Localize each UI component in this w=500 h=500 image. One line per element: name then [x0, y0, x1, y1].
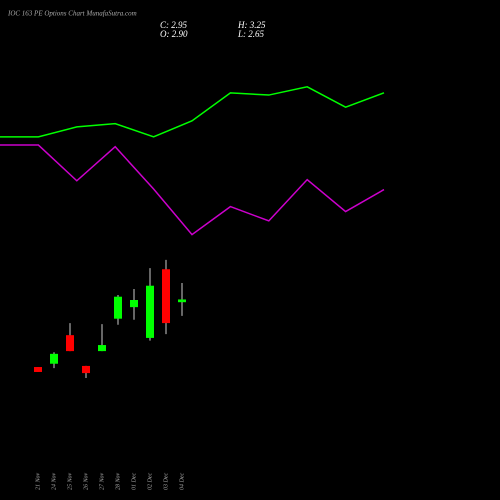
indicator-line — [0, 144, 385, 236]
x-tick-label: 03 Dec — [163, 473, 169, 490]
candle-body — [66, 335, 74, 352]
candle-body — [146, 285, 154, 338]
candle-body — [34, 367, 42, 372]
x-tick-label: 04 Dec — [178, 473, 185, 490]
high-label: H: 3.25 — [237, 20, 266, 30]
candle-body — [98, 345, 106, 352]
x-tick-label: 26 Nov — [83, 472, 89, 490]
candle-body — [114, 296, 122, 319]
x-tick-label: 01 Dec — [131, 473, 137, 490]
x-tick-label: 28 Nov — [115, 472, 121, 490]
x-tick-label: 24 Nov — [50, 472, 57, 490]
candle-body — [130, 300, 138, 308]
open-label: O: 2.90 — [160, 29, 188, 39]
x-tick-label: 02 Dec — [147, 473, 153, 490]
candle-body — [162, 269, 170, 324]
candle-body — [178, 299, 186, 303]
x-tick-label: 27 Nov — [99, 472, 105, 490]
close-label: C: 2.95 — [160, 20, 188, 30]
x-tick-label: 25 Nov — [67, 472, 73, 490]
candle-body — [82, 365, 90, 374]
low-label: L: 2.65 — [237, 29, 265, 39]
x-tick-label: 21 Nov — [35, 472, 41, 490]
indicator-line — [0, 86, 385, 138]
candle-body — [50, 353, 58, 364]
chart-title: IOC 163 PE Options Chart MunafaSutra.com — [7, 10, 137, 18]
